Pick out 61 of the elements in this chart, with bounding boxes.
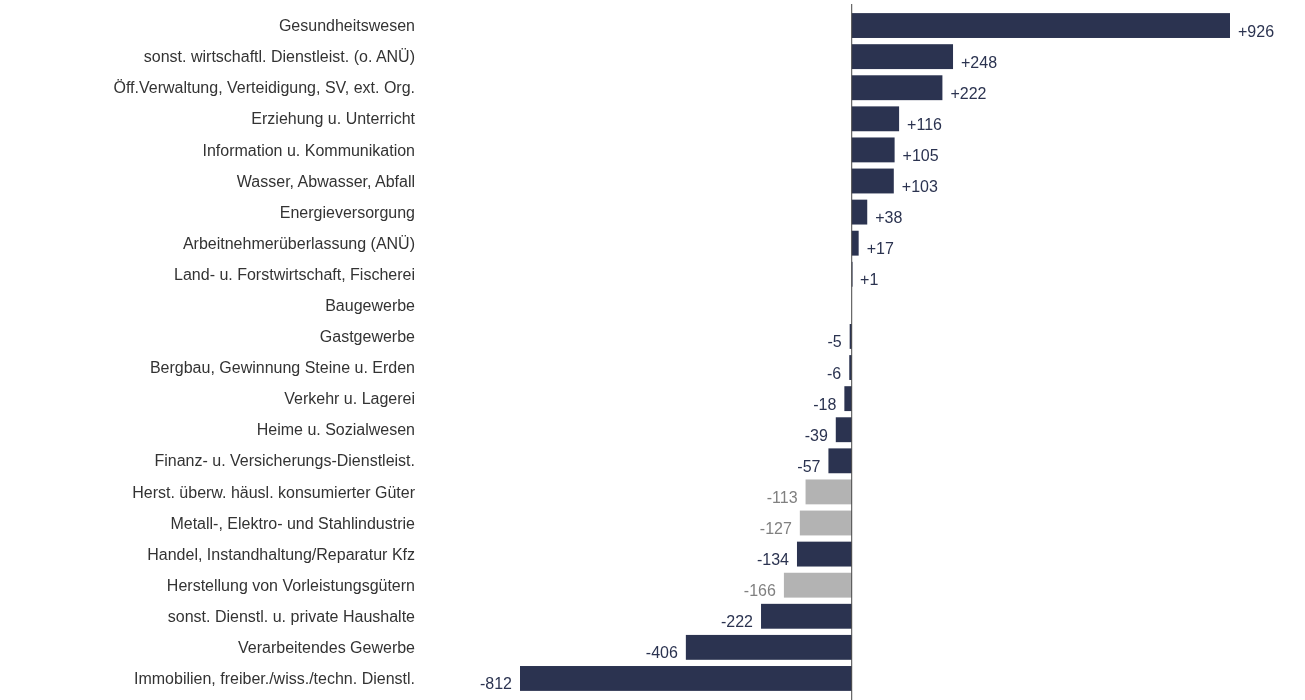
data-label: +105 bbox=[902, 146, 939, 164]
y-tick-label: Öff.Verwaltung, Verteidigung, SV, ext. Org. bbox=[113, 79, 415, 97]
data-label: +103 bbox=[901, 178, 938, 195]
y-tick-label: Verkehr u. Lagerei bbox=[284, 390, 415, 408]
y-tick-label: Gastgewerbe bbox=[319, 328, 416, 346]
data-label: -57 bbox=[797, 457, 821, 475]
y-tick-label: Information u. Kommunikation bbox=[202, 141, 415, 159]
bar bbox=[851, 75, 943, 101]
bar bbox=[685, 634, 852, 660]
data-label: -39 bbox=[804, 426, 828, 444]
bar bbox=[520, 666, 852, 691]
data-label: +116 bbox=[907, 115, 943, 133]
y-tick-label: Heime u. Sozialwesen bbox=[256, 421, 415, 439]
bar bbox=[835, 417, 852, 443]
y-tick-label: Metall-, Elektro- und Stahlindustrie bbox=[170, 514, 416, 532]
data-label: +1 bbox=[860, 271, 879, 289]
y-tick-label: Baugewerbe bbox=[325, 296, 416, 314]
data-label: -113 bbox=[766, 488, 798, 506]
bar bbox=[851, 168, 894, 194]
bar bbox=[851, 230, 859, 256]
data-label: -127 bbox=[759, 520, 792, 537]
data-label: +222 bbox=[950, 84, 987, 102]
bar bbox=[851, 137, 895, 163]
bar bbox=[844, 386, 852, 412]
data-label: +38 bbox=[875, 209, 903, 227]
bar bbox=[796, 541, 852, 567]
data-label: -134 bbox=[756, 551, 790, 569]
bar bbox=[828, 448, 852, 474]
data-label: -6 bbox=[827, 364, 842, 382]
y-tick-label: Herstellung von Vorleistungsgütern bbox=[166, 576, 415, 594]
y-tick-label: sonst. Dienstl. u. private Haushalte bbox=[167, 607, 416, 625]
bar bbox=[761, 603, 852, 629]
data-label: -812 bbox=[479, 675, 513, 693]
bar bbox=[805, 479, 852, 505]
y-tick-label: Verarbeitendes Gewerbe bbox=[238, 638, 416, 656]
bar bbox=[851, 44, 954, 70]
y-tick-label: Erziehung u. Unterricht bbox=[251, 110, 416, 128]
y-tick-label: Arbeitnehmerüberlassung (ANÜ) bbox=[182, 234, 415, 252]
bar bbox=[799, 510, 852, 536]
y-tick-label: Immobilien, freiber./wiss./techn. Dienstl. bbox=[134, 670, 415, 688]
y-tick-label: Energieversorgung bbox=[279, 203, 415, 221]
y-tick-label: Bergbau, Gewinnung Steine u. Erden bbox=[149, 359, 415, 377]
data-label: -222 bbox=[720, 613, 754, 631]
data-label: -166 bbox=[743, 582, 776, 600]
data-label: -18 bbox=[813, 395, 837, 413]
y-tick-label: Wasser, Abwasser, Abfall bbox=[236, 172, 415, 190]
data-label: +248 bbox=[961, 53, 998, 71]
y-tick-label: Handel, Instandhaltung/Reparatur Kfz bbox=[147, 545, 415, 563]
bar bbox=[783, 572, 852, 598]
y-tick-label: Finanz- u. Versicherungs-Dienstleist. bbox=[154, 452, 415, 470]
bar bbox=[851, 106, 900, 132]
y-tick-label: Land- u. Forstwirtschaft, Fischerei bbox=[174, 265, 415, 283]
y-tick-label: sonst. wirtschaftl. Dienstleist. (o. ANÜ) bbox=[143, 48, 415, 66]
bar bbox=[851, 13, 1230, 38]
data-label: -406 bbox=[645, 644, 678, 662]
y-tick-label: Herst. überw. häusl. konsumierter Güter bbox=[132, 483, 416, 501]
bar bbox=[851, 199, 868, 225]
data-label: +926 bbox=[1238, 22, 1275, 40]
data-label: +17 bbox=[866, 240, 894, 258]
y-tick-label: Gesundheitswesen bbox=[278, 17, 415, 35]
data-label: -5 bbox=[827, 333, 842, 351]
